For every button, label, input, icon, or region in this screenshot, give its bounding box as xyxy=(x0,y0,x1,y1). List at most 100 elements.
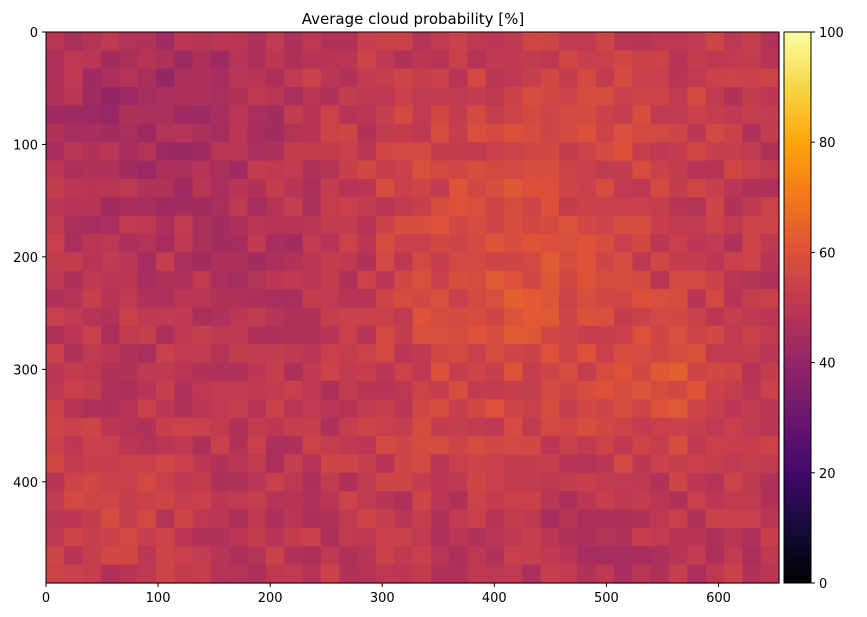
heatmap-cell xyxy=(705,399,725,419)
heatmap-cell xyxy=(632,564,652,584)
y-tick-label: 300 xyxy=(13,363,38,378)
heatmap-cell xyxy=(632,546,652,566)
heatmap-cell xyxy=(485,289,505,309)
heatmap-cell xyxy=(64,380,84,400)
heatmap-cell xyxy=(82,436,102,456)
heatmap-cell xyxy=(320,215,340,235)
heatmap-cell xyxy=(82,215,102,235)
heatmap-cell xyxy=(669,289,688,309)
heatmap-cell xyxy=(430,68,450,88)
heatmap-cell xyxy=(265,509,285,529)
heatmap-cell xyxy=(595,197,615,217)
heatmap-cell xyxy=(449,325,469,345)
x-tick-label: 400 xyxy=(482,591,507,606)
heatmap-cell xyxy=(504,252,524,272)
heatmap-cell xyxy=(229,197,249,217)
heatmap-cell xyxy=(540,307,560,327)
heatmap-cell xyxy=(449,197,469,217)
heatmap-cell xyxy=(284,527,304,547)
heatmap-cell xyxy=(449,307,469,327)
heatmap-cell xyxy=(742,87,762,107)
heatmap-cell xyxy=(284,123,304,143)
heatmap-cell xyxy=(467,105,487,125)
heatmap-cell xyxy=(485,344,505,364)
heatmap-cell xyxy=(540,197,560,217)
heatmap-cell xyxy=(265,123,285,143)
heatmap-cell xyxy=(302,234,322,253)
heatmap-cell xyxy=(724,252,743,272)
heatmap-cell xyxy=(412,142,432,162)
heatmap-cell xyxy=(687,527,707,547)
heatmap-cell xyxy=(284,399,304,419)
heatmap-cell xyxy=(540,399,560,419)
heatmap-cell xyxy=(100,325,120,345)
heatmap-cell xyxy=(504,68,524,88)
heatmap-cell xyxy=(339,344,359,364)
heatmap-cell xyxy=(632,105,652,125)
heatmap-cell xyxy=(265,105,285,125)
heatmap-cell xyxy=(192,417,212,437)
heatmap-cell xyxy=(522,564,542,584)
heatmap-cell xyxy=(632,307,652,327)
heatmap-cell xyxy=(339,399,359,419)
heatmap-cell xyxy=(669,344,688,364)
heatmap-cell xyxy=(339,472,359,492)
heatmap-cell xyxy=(64,307,84,327)
heatmap-cell xyxy=(430,160,450,180)
heatmap-cell xyxy=(430,50,450,70)
heatmap-cell xyxy=(669,527,688,547)
heatmap-cell xyxy=(577,362,597,382)
heatmap-cell xyxy=(632,380,652,400)
heatmap-cell xyxy=(449,160,469,180)
heatmap-cell xyxy=(119,215,139,235)
heatmap-cell xyxy=(64,344,84,364)
heatmap-cell xyxy=(339,270,359,290)
heatmap-cell xyxy=(155,509,175,529)
heatmap-cell xyxy=(430,252,450,272)
heatmap-cell xyxy=(155,178,175,198)
heatmap-cell xyxy=(467,197,487,217)
heatmap-cell xyxy=(760,527,780,547)
heatmap-cell xyxy=(46,197,65,217)
heatmap-cell xyxy=(155,123,175,143)
heatmap-cell xyxy=(265,50,285,70)
heatmap-cell xyxy=(669,454,688,474)
heatmap-cell xyxy=(669,252,688,272)
heatmap-cell xyxy=(705,527,725,547)
heatmap-cell xyxy=(577,105,597,125)
heatmap-cell xyxy=(650,289,670,309)
heatmap-cell xyxy=(540,105,560,125)
heatmap-cell xyxy=(64,252,84,272)
heatmap-cell xyxy=(577,417,597,437)
heatmap-cell xyxy=(394,32,414,51)
heatmap-cell xyxy=(669,417,688,437)
heatmap-cell xyxy=(210,68,230,88)
heatmap-cell xyxy=(375,509,395,529)
heatmap-cell xyxy=(229,289,249,309)
heatmap-cell xyxy=(412,527,432,547)
heatmap-cell xyxy=(430,289,450,309)
heatmap-cell xyxy=(577,344,597,364)
heatmap-cell xyxy=(137,160,157,180)
heatmap-cell xyxy=(467,178,487,198)
heatmap-cell xyxy=(46,491,65,511)
heatmap-cell xyxy=(504,527,524,547)
heatmap-cell xyxy=(632,527,652,547)
heatmap-cell xyxy=(357,234,377,253)
heatmap-cell xyxy=(302,87,322,107)
heatmap-cell xyxy=(412,105,432,125)
heatmap-cell xyxy=(412,454,432,474)
heatmap-cell xyxy=(64,362,84,382)
colorbar-tick-label: 20 xyxy=(819,467,836,482)
heatmap-cell xyxy=(504,399,524,419)
heatmap-cell xyxy=(339,527,359,547)
heatmap-cell xyxy=(284,234,304,253)
heatmap-cell xyxy=(174,380,194,400)
heatmap-cell xyxy=(522,178,542,198)
heatmap-cell xyxy=(595,344,615,364)
heatmap-cell xyxy=(119,491,139,511)
heatmap-cell xyxy=(760,454,780,474)
heatmap-cell xyxy=(669,197,688,217)
heatmap-cell xyxy=(64,325,84,345)
